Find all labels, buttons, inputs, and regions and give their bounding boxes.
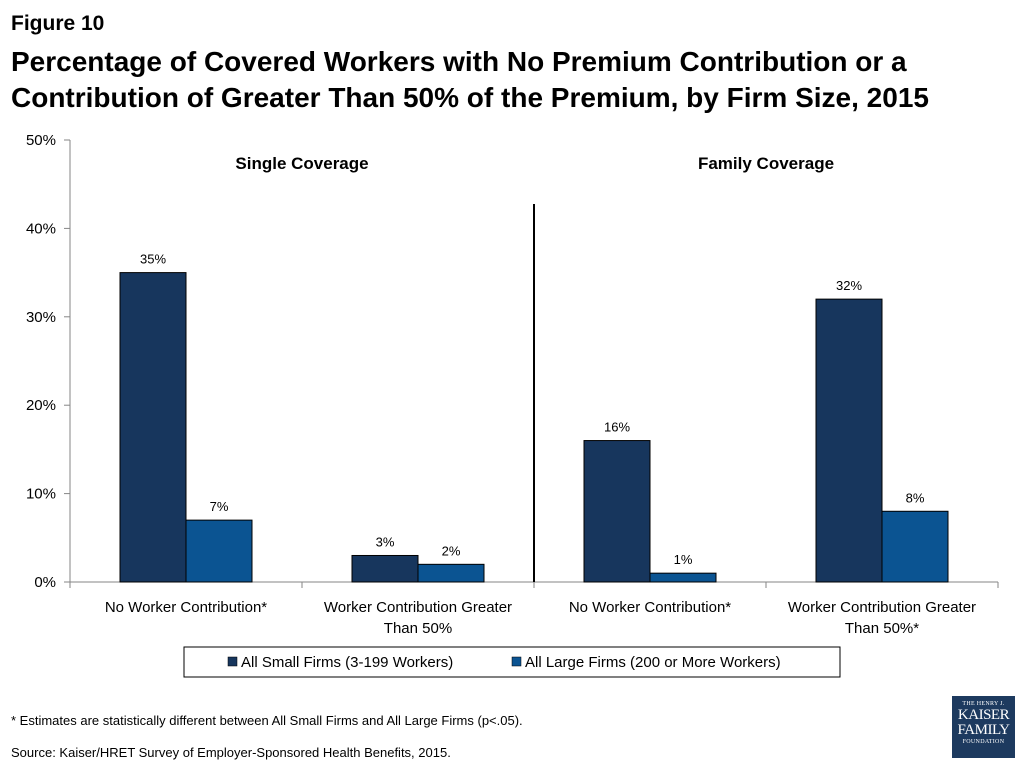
footnote: * Estimates are statistically different … <box>11 713 523 728</box>
logo-line-3: FAMILY <box>957 722 1010 738</box>
data-label: 2% <box>442 543 461 558</box>
data-label: 32% <box>836 278 862 293</box>
chart-title: Percentage of Covered Workers with No Pr… <box>11 44 1011 116</box>
y-tick-label: 10% <box>26 486 56 503</box>
panel-label-family-coverage: Family Coverage <box>698 154 834 173</box>
chart-title-line-2: Contribution of Greater Than 50% of the … <box>11 82 929 113</box>
legend-swatch <box>511 656 522 667</box>
data-label: 8% <box>906 490 925 505</box>
bar-small-firms-3 <box>583 440 651 583</box>
data-label: 3% <box>376 534 395 549</box>
legend-label: All Large Firms (200 or More Workers) <box>525 654 781 671</box>
logo-line-2: KAISER <box>957 707 1010 723</box>
x-category-label: Worker Contribution Greater <box>788 599 976 616</box>
bar-small-firms-2 <box>351 554 419 583</box>
bar-small-firms-1 <box>119 272 187 583</box>
bar-small-firms-4 <box>815 298 883 583</box>
legend-swatch <box>227 656 238 667</box>
bar-large-firms-2 <box>417 563 485 583</box>
bar-large-firms-1 <box>185 519 253 583</box>
bar-large-firms-4 <box>881 510 949 583</box>
x-category-label: No Worker Contribution* <box>569 599 731 616</box>
y-tick-label: 50% <box>26 132 56 149</box>
y-tick-label: 30% <box>26 309 56 326</box>
kaiser-family-foundation-logo: THE HENRY J. KAISER FAMILY FOUNDATION <box>952 696 1015 758</box>
panel-label-single-coverage: Single Coverage <box>235 154 368 173</box>
bar-large-firms-3 <box>649 572 717 583</box>
y-tick-label: 0% <box>34 574 56 591</box>
figure-label: Figure 10 <box>11 12 105 35</box>
x-category-label: Worker Contribution Greater <box>324 599 512 616</box>
legend-label: All Small Firms (3-199 Workers) <box>241 654 453 671</box>
bar-chart: 0% 10% 20% 30% 40% 50% 35% 7% No Worker Contribu… <box>26 132 999 678</box>
chart-title-line-1: Percentage of Covered Workers with No Pr… <box>11 46 907 77</box>
y-tick-label: 40% <box>26 220 56 237</box>
data-label: 7% <box>210 499 229 514</box>
x-category-label: No Worker Contribution* <box>105 599 267 616</box>
data-label: 1% <box>674 552 693 567</box>
data-label: 35% <box>140 252 166 267</box>
logo-line-4: FOUNDATION <box>962 739 1005 745</box>
source-note: Source: Kaiser/HRET Survey of Employer-S… <box>11 745 451 760</box>
x-category-label: Than 50%* <box>845 620 919 637</box>
data-label: 16% <box>604 420 630 435</box>
x-category-label: Than 50% <box>384 620 452 637</box>
y-tick-label: 20% <box>26 397 56 414</box>
logo-line-1: THE HENRY J. <box>962 701 1005 707</box>
